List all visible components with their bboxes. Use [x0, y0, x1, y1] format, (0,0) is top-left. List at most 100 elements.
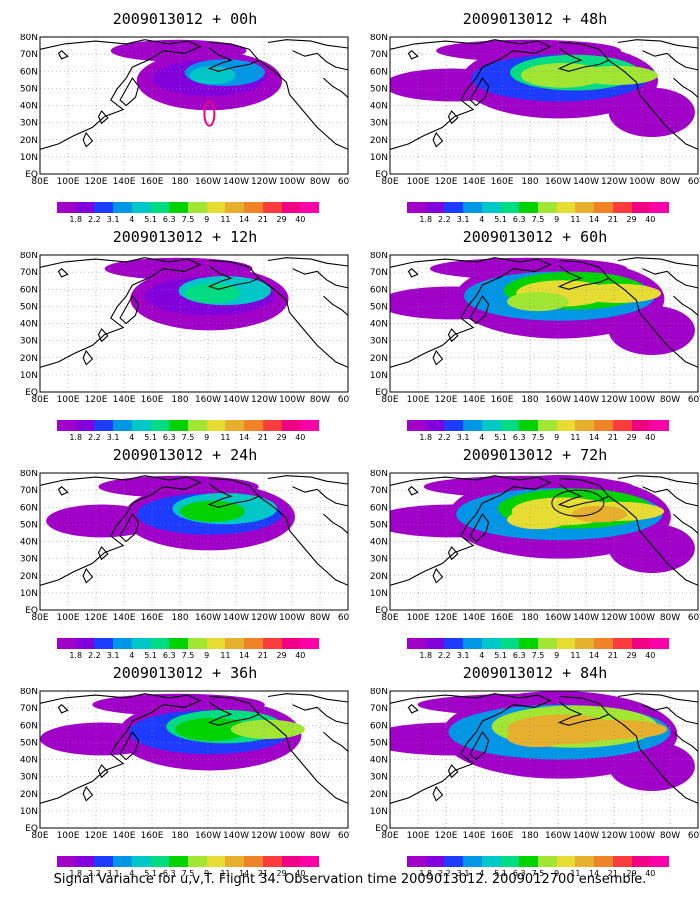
colorbar-label: 6.3 [512, 215, 526, 224]
colorbar-swatch [300, 856, 320, 867]
island-outline [119, 731, 140, 761]
colorbar-swatch [244, 202, 264, 213]
x-tick-label: 120E [85, 395, 108, 405]
map-panel-84h: 2009013012 + 84h 80E 100E 120E 140E 160E 180 1… [370, 664, 700, 884]
colorbar-label: 4 [479, 869, 485, 878]
y-tick-label: 60N [20, 721, 38, 731]
coastline [207, 695, 260, 726]
coastline [292, 486, 348, 507]
island-outline [57, 49, 69, 60]
colorbar-swatch [300, 202, 320, 213]
y-tick-label: 80N [20, 470, 38, 479]
x-tick-label: 120W [601, 395, 627, 405]
colorbar-label: 7.5 [181, 869, 195, 878]
colorbar-swatch [262, 638, 283, 649]
colorbar-swatch [262, 202, 283, 213]
colorbar-swatch [594, 856, 614, 867]
map-plot: 80E 100E 120E 140E 160E 180 160W 140W 120W 100W 80… [370, 688, 700, 844]
colorbar-label: 5.1 [144, 215, 157, 224]
colorbar-label: 3.1 [106, 215, 120, 224]
y-tick-label: 50N [370, 520, 388, 530]
x-tick-label: 180 [521, 395, 538, 405]
colorbar-swatch [94, 420, 114, 431]
island-outline [432, 567, 444, 584]
island-outline [469, 513, 490, 543]
colorbar-swatch [444, 856, 464, 867]
coastline [608, 713, 698, 804]
x-tick-label: 100E [57, 831, 80, 841]
map-svg: 80E 100E 120E 140E 160E 180 160W 140W 120W 100W 80… [370, 470, 700, 623]
colorbar-label: 1.8 [69, 433, 83, 442]
colorbar-label: 6.3 [162, 651, 176, 660]
colorbar-label: 9 [204, 651, 210, 660]
colorbar-label: 9 [554, 433, 560, 442]
colorbar-swatch [425, 638, 445, 649]
coastline [608, 59, 698, 150]
y-tick-label: 20N [370, 136, 388, 146]
y-tick-label: 80N [370, 252, 388, 261]
map-svg: 80E 100E 120E 140E 160E 180 160W 140W 120W 100W 80… [20, 34, 350, 187]
colorbar-swatch [281, 856, 301, 867]
colorbar-label: 21 [257, 651, 268, 660]
coastline [323, 77, 348, 98]
colorbar-label: 3.1 [106, 433, 120, 442]
coastline [292, 50, 348, 71]
map-panel-60h: 2009013012 + 60h 80E 100E 120E 140E 160E 180 1… [370, 228, 700, 448]
colorbar-swatch [225, 856, 245, 867]
colorbar-label: 14 [239, 433, 250, 442]
island-outline [119, 77, 140, 107]
map-frame [389, 690, 699, 829]
colorbar-swatch [575, 638, 595, 649]
y-tick-label: 10N [370, 153, 388, 163]
x-tick-label: 120E [85, 831, 108, 841]
y-tick-label: 30N [370, 119, 388, 129]
x-tick-label: 100W [279, 831, 305, 841]
x-tick-label: 100E [57, 613, 80, 623]
colorbar-swatch [444, 638, 464, 649]
colorbar-swatch [131, 202, 152, 213]
x-tick-label: 160E [491, 613, 514, 623]
colorbar-label: 1.8 [69, 869, 83, 878]
coastline [258, 713, 348, 804]
y-tick-label: 10N [370, 371, 388, 381]
y-tick-label: 30N [20, 555, 38, 565]
y-tick-label: 60N [370, 67, 388, 77]
colorbar-label: 3.1 [456, 433, 470, 442]
x-tick-label: 60W [688, 831, 700, 841]
y-tick-label: EQ [25, 606, 38, 616]
colorbar-swatch [188, 856, 208, 867]
map-svg: 80E 100E 120E 140E 160E 180 160W 140W 120W 100W 80… [20, 470, 350, 623]
x-tick-label: 80E [381, 831, 398, 841]
panel-title: 2009013012 + 60h [462, 228, 608, 246]
x-tick-label: 60W [338, 831, 350, 841]
colorbar-swatch [631, 856, 651, 867]
colorbar-swatch [113, 856, 133, 867]
x-tick-label: 60W [338, 395, 350, 405]
x-tick-label: 120E [435, 831, 458, 841]
colorbar-swatch [169, 202, 189, 213]
variance-contour [175, 717, 250, 741]
colorbar-label: 5.1 [494, 651, 507, 660]
colorbar-label: 29 [626, 651, 637, 660]
colorbar-label: 5.1 [144, 869, 157, 878]
island-outline [469, 77, 490, 107]
colorbar-swatch [131, 420, 152, 431]
colorbar-swatch [556, 202, 576, 213]
panel-title: 2009013012 + 48h [462, 10, 608, 28]
x-tick-label: 160E [141, 613, 164, 623]
x-tick-label: 80E [31, 613, 48, 623]
island-outline [447, 764, 459, 779]
coastline [390, 693, 552, 804]
variance-contour [520, 63, 605, 88]
colorbar-label: 5.1 [144, 651, 157, 660]
map-svg: 80E 100E 120E 140E 160E 180 160W 140W 120W 100W 80… [370, 252, 700, 405]
island-outline [57, 703, 69, 714]
variance-contour [574, 283, 662, 303]
y-tick-label: 70N [370, 704, 388, 714]
x-tick-label: 100E [57, 395, 80, 405]
coastline [267, 257, 348, 267]
colorbar-label: 21 [607, 433, 618, 442]
coastline [642, 50, 698, 71]
colorbar-swatch [556, 638, 576, 649]
x-tick-label: 100W [629, 395, 655, 405]
